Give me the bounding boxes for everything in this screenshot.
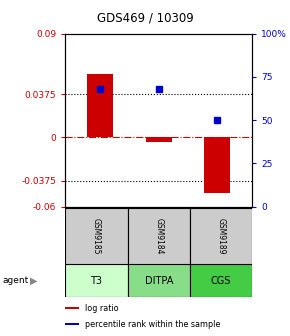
Text: agent: agent [3, 276, 29, 285]
Text: T3: T3 [90, 276, 102, 286]
Bar [204, 137, 230, 193]
Bar [128, 208, 190, 264]
Text: log ratio: log ratio [86, 304, 119, 313]
Bar [190, 264, 252, 297]
Text: GSM9185: GSM9185 [92, 218, 101, 254]
Text: DITPA: DITPA [145, 276, 173, 286]
Text: ▶: ▶ [30, 276, 37, 286]
Bar [65, 264, 128, 297]
Bar [128, 264, 190, 297]
Bar [65, 307, 79, 309]
Bar [65, 208, 128, 264]
Text: percentile rank within the sample: percentile rank within the sample [86, 320, 221, 329]
Bar [87, 74, 113, 137]
Bar [65, 323, 79, 325]
Text: GSM9184: GSM9184 [154, 218, 163, 254]
Bar [146, 137, 172, 142]
Text: CGS: CGS [211, 276, 231, 286]
Text: GDS469 / 10309: GDS469 / 10309 [97, 12, 193, 25]
Bar [190, 208, 252, 264]
Text: GSM9189: GSM9189 [217, 218, 226, 254]
